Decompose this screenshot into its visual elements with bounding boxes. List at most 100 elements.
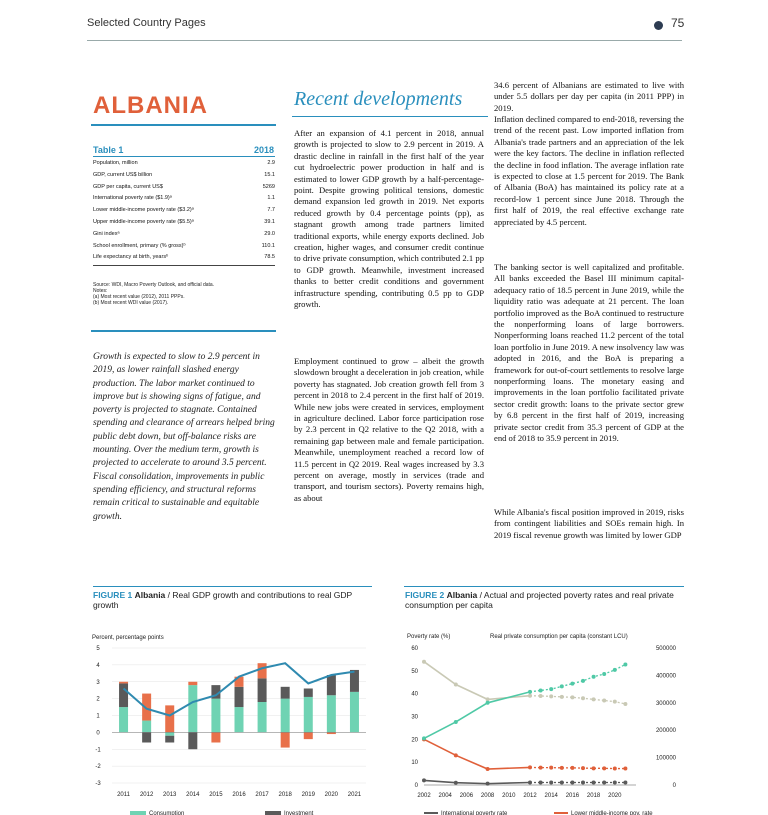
figure-2-series-projection [529,695,626,705]
figure-1-bar [165,732,175,736]
table-row-value: 110.1 [261,242,275,249]
figure-1-x-tick: 2021 [348,792,362,798]
figure-1-bar [303,688,313,697]
table-row-value: 5269 [262,183,275,190]
figure-1-legend-swatch-investment [265,811,281,815]
figure-1-bar [119,681,129,684]
figure-1-y-tick: 5 [96,646,100,652]
table-row-value: 1.1 [267,195,275,202]
header-rule [87,40,682,41]
table-note-a: (a) Most recent value (2012), 2011 PPPs. [93,294,185,300]
figure-2-point [602,672,607,677]
figure-1-x-tick: 2013 [163,792,177,798]
figure-1-y-tick: 4 [96,663,100,669]
figure-1-y-tick: 2 [96,697,100,703]
figure-1-bar [188,685,198,733]
figure-2-point [581,766,585,771]
figure-2-point [623,780,628,785]
figure-2-y-right-tick: 0 [673,783,677,789]
figure-2-point [538,693,543,698]
table-row-value: 7.7 [267,207,275,214]
column-3-para-1: 34.6 percent of Albanians are estimated … [494,80,684,113]
figure-1-bar [142,732,152,743]
figure-1-bar [303,696,313,733]
figure-2-series-line [423,691,531,740]
table-row-label: Population, million [93,160,138,166]
figure-1-bar [142,693,152,721]
table-row-value: 2.9 [267,160,275,166]
figure-2-point [591,766,596,771]
table-row-label: Gini indexᵃ [93,230,120,237]
figure-1-bar [119,707,129,733]
page-marker-dot [654,21,663,30]
figure-1-y-tick: 1 [96,714,100,720]
figure-2-point [538,780,543,785]
figure-2-x-tick: 2010 [502,793,516,799]
figure-2-point [485,767,490,772]
table-row: School enrollment, primary (% gross)ᵇ 110… [93,243,275,249]
figure-2-point [570,765,575,770]
figure-1-x-tick: 2016 [232,792,246,798]
figure-1-bar [326,732,336,735]
figure-2-point [422,736,426,741]
section-title: Recent developments [294,88,463,110]
column-2-para-2: Employment continued to grow – albeit th… [294,356,484,503]
figure-1-bar [188,732,198,750]
figure-1-bar [326,695,336,733]
figure-2-series-line [423,779,531,785]
figure-2-point [570,681,575,686]
figure-1-bar [257,663,267,679]
figure-1-bar [280,732,290,748]
figure-2-point [570,695,575,700]
figure-1-x-tick: 2020 [325,792,339,798]
figure-2-point [538,765,543,770]
figure-2-y-left-tick: 20 [411,737,418,743]
figure-2-point [591,780,596,785]
figure-1-legend-swatch-consumption [130,811,146,815]
figure-2-point [528,689,532,694]
figure-2-series-projection [529,663,626,693]
figure-1-bar [280,698,290,733]
figure-2-y-left-tick: 60 [411,646,418,652]
figure-2-point [528,765,532,770]
figure-2-title: / Actual and projected poverty rates and… [405,590,674,610]
figure-1-bar [142,720,152,733]
figure-2-x-tick: 2002 [417,793,431,799]
figure-2-country: Albania [446,590,478,600]
figure-1-title: / Real GDP growth and contributions to r… [93,590,353,610]
figure-2-point [612,667,617,672]
figure-1-y-label: Percent, percentage points [92,635,164,641]
table-note-b: (b) Most recent WDI value (2017). [93,300,169,306]
figure-2-point [453,753,458,758]
figure-1-x-tick: 2012 [140,792,154,798]
figure-2-y-left-tick: 10 [411,760,418,766]
table-row: Population, million 2.9 [93,160,275,166]
figure-2-x-tick: 2016 [566,793,580,799]
table-frame-rule [91,330,276,332]
table-row: Gini indexᵃ 29.0 [93,231,275,237]
figure-2-point [453,780,458,785]
figure-2-y-left-label: Poverty rate (%) [407,634,450,640]
figure-1-legend-consumption: Consumption [149,811,184,815]
table-row-label: GDP, current US$ billion [93,171,153,178]
figure-2-y-right-tick: 500000 [656,646,677,652]
figure-2-point [602,780,607,785]
figure-1-chart: Percent, percentage points 5 4 3 2 1 0 -1 -2 -3 20… [92,635,366,815]
figure-2-point [623,701,628,706]
figure-1-x-tick: 2015 [209,792,223,798]
figure-2-point [591,697,596,702]
figure-2-label: FIGURE 2 [405,590,445,600]
figure-2-point [422,778,426,783]
figure-2-point [559,694,564,699]
column-2-para-1: After an expansion of 4.1 percent in 201… [294,128,484,310]
figure-2-series-line [423,738,531,770]
figure-1-bar [234,676,244,687]
table-row: Lower middle-income poverty rate ($3.2)ᵃ… [93,207,275,213]
figure-2-point [602,698,607,703]
figure-2-y-right-label: Real private consumption per capita (con… [490,634,628,640]
figure-2-legend-lower: Lower middle-income pov. rate [571,811,653,815]
figure-2-point [528,693,532,698]
figure-1-x-tick: 2019 [302,792,316,798]
figure-1-bar [257,678,267,702]
section-rule [292,116,488,117]
